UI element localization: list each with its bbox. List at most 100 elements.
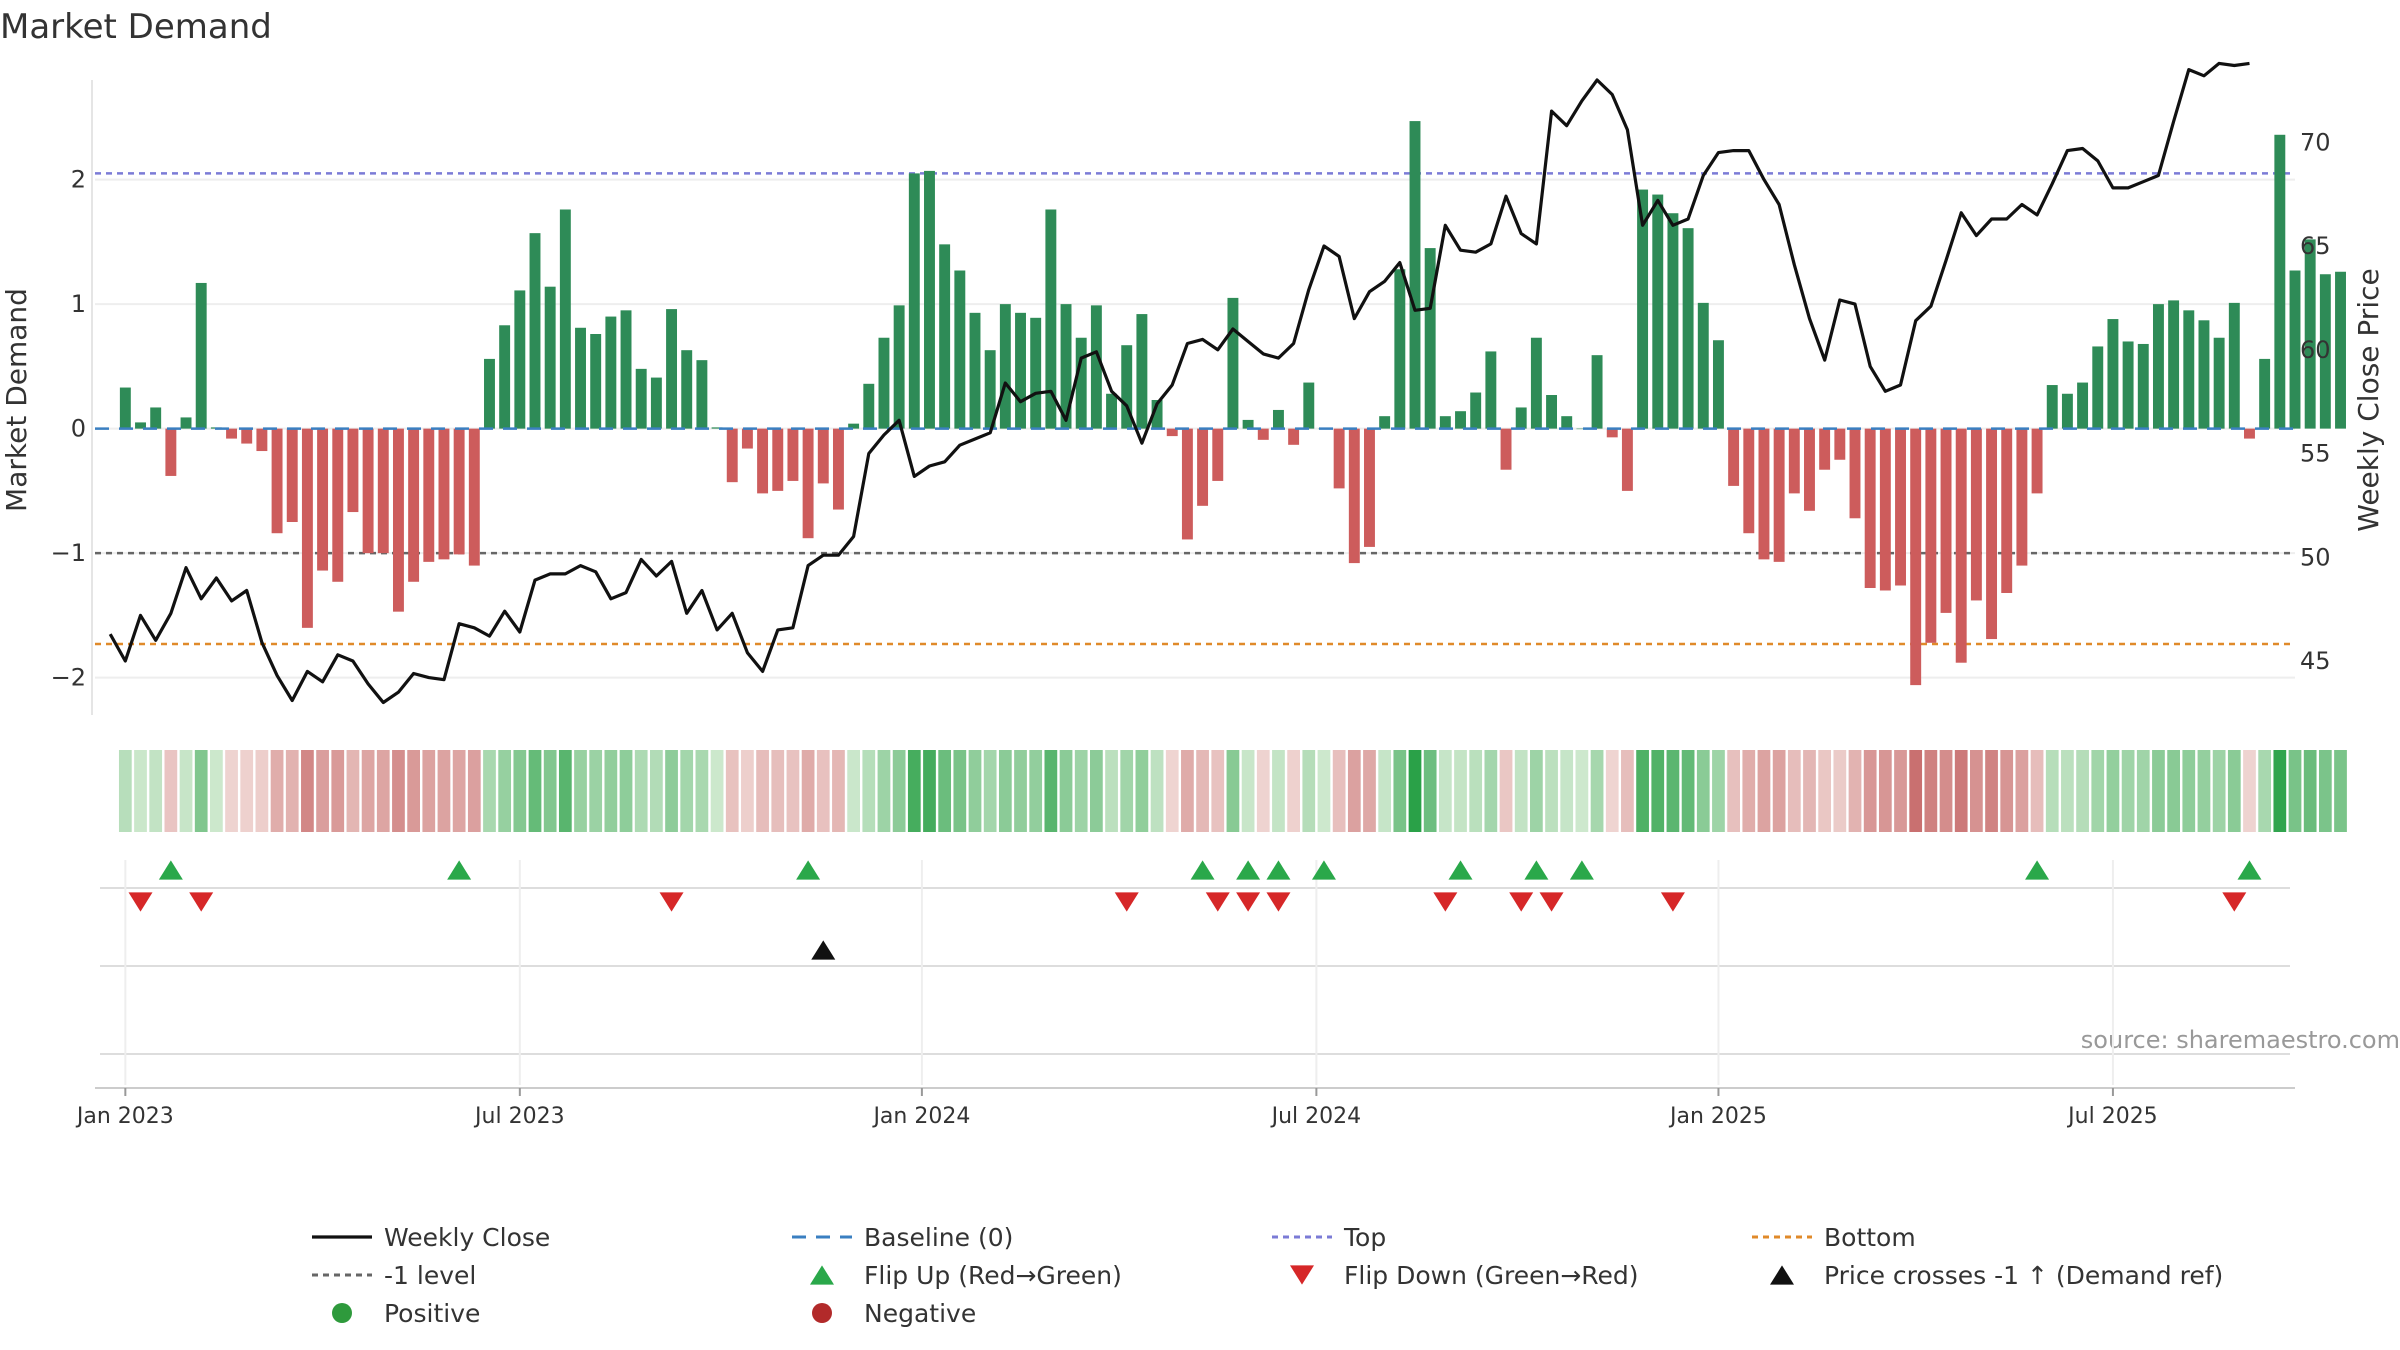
demand-bar [1940,428,1952,613]
flip-up-marker [1569,860,1594,880]
heat-cell [2136,750,2150,832]
heat-cell [2121,750,2135,832]
heat-cell [179,750,193,832]
demand-bar [1364,428,1375,547]
legend-label: Positive [384,1299,480,1328]
heat-cell [1863,750,1877,832]
legend-label: -1 level [384,1261,476,1290]
heat-cell [1712,750,1725,832]
heat-cell [1165,750,1179,832]
heat-cell [650,750,663,832]
demand-bar [1970,428,1982,601]
heat-cell [1848,750,1862,832]
demand-bar [726,428,738,483]
demand-bar [271,428,283,534]
flip-down-marker [1266,892,1291,912]
heat-cell [710,750,724,832]
heat-cell [1135,750,1149,832]
demand-bar [2001,428,2013,593]
demand-bar [1485,351,1497,429]
demand-bar [1925,428,1937,643]
flip-down-marker [128,892,153,912]
demand-bar [1166,428,1178,437]
flip-up-marker [1190,860,1215,880]
heat-cell [1560,750,1574,832]
heat-cell [361,750,375,832]
heat-cell [1605,750,1619,832]
demand-bar [939,244,951,429]
heat-cell [938,750,952,832]
heat-cell [877,750,891,832]
demand-bar [1910,428,1922,686]
legend-label: Top [1343,1223,1386,1252]
demand-bar [301,428,313,628]
demand-bar [256,428,268,452]
flip-down-marker [1114,892,1139,912]
x-tick-label: Jul 2023 [473,1104,565,1129]
heat-cell [285,750,299,832]
demand-bar [711,427,723,429]
demand-bar [2213,337,2225,429]
heat-cell [2258,750,2272,832]
heat-cell [1514,750,1528,832]
demand-bar [1015,312,1026,429]
demand-bar [529,233,541,429]
demand-bar [1621,428,1633,491]
legend: Weekly Close Baseline (0) Top Bottom -1 leve… [312,1223,2223,1328]
demand-bar [119,387,131,429]
heat-cell [331,750,345,832]
x-tick-label: Jul 2025 [2066,1104,2158,1129]
heat-cell [801,750,815,832]
heat-cell [1772,750,1786,832]
heat-cell [2288,750,2302,832]
x-tick-label: Jul 2024 [1270,1104,1362,1129]
demand-bar [1394,269,1406,429]
heat-cell [1256,750,1270,832]
heat-cell [1317,750,1331,832]
heat-cell [255,750,269,832]
demand-bar [908,173,920,429]
heat-cell [2303,750,2317,832]
left-axis-ticks: 2 1 0 −1 −2 [51,166,86,692]
demand-bar [1788,428,1800,494]
demand-heat-strip [118,750,2347,832]
heat-cell [1044,750,1058,832]
heat-cell [1530,750,1543,832]
demand-bar [2061,393,2073,429]
heat-cell [2182,750,2196,832]
heat-cell [1909,750,1923,832]
demand-bar [2228,302,2240,429]
demand-bar [772,428,784,491]
heat-cell [376,750,390,832]
right-tick-label: 65 [2300,232,2331,260]
heat-cell [1363,750,1376,832]
heat-cell [968,750,982,832]
demand-bar [195,282,207,429]
heat-cell [2197,750,2211,832]
heat-cell [1196,750,1209,832]
demand-bar [1773,428,1785,562]
heat-cell [1484,750,1498,832]
demand-bar [1576,428,1588,430]
demand-bar [1500,428,1512,470]
left-tick-label: −2 [51,664,86,692]
demand-bar [2152,304,2164,429]
demand-bar [484,358,495,429]
heat-cell [1287,750,1300,832]
heat-cell [1742,750,1756,832]
demand-bar [1712,340,1724,429]
demand-bar [2107,319,2119,429]
demand-bar [2244,428,2255,439]
demand-bar [696,360,708,429]
demand-bar [453,428,465,555]
right-tick-label: 50 [2300,543,2331,571]
demand-bar [817,428,829,484]
left-tick-label: 0 [71,415,86,443]
legend-label: Negative [864,1299,976,1328]
heat-cell [1878,750,1892,832]
heat-cell [1666,750,1680,832]
price-cross-marker [811,940,836,960]
demand-bar [575,327,586,429]
flip-up-marker [796,860,821,880]
demand-bar [514,290,526,429]
